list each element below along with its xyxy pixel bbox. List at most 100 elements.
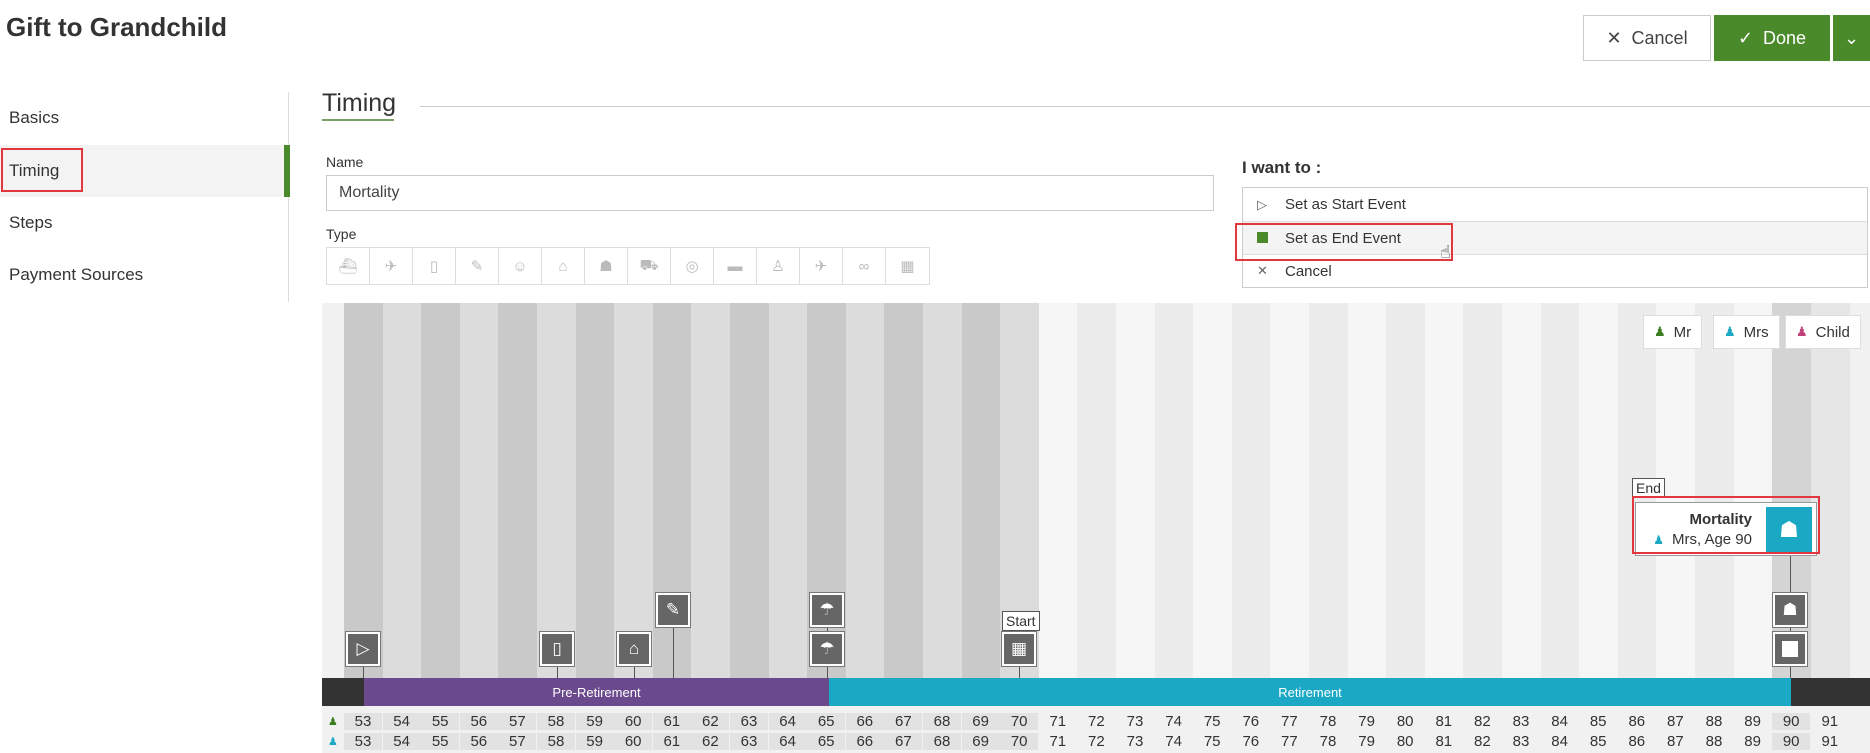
timeline-column: [1695, 303, 1735, 678]
age-label: 67: [884, 713, 923, 730]
timeline-column: [1309, 303, 1349, 678]
done-dropdown-button[interactable]: ⌄: [1832, 15, 1870, 61]
event-card-mortality[interactable]: Mortality ♟ Mrs, Age 90 ☗: [1635, 502, 1817, 556]
age-label: 84: [1551, 733, 1568, 750]
age-label: 55: [421, 733, 460, 750]
calendar-icon[interactable]: ▦: [900, 258, 915, 275]
age-label: 78: [1319, 733, 1337, 750]
timeline-column: [1038, 303, 1078, 678]
rings-icon[interactable]: ∞: [843, 248, 886, 284]
paint-roller-icon[interactable]: ▬: [714, 248, 757, 284]
phase-bar-retirement[interactable]: Retirement: [829, 678, 1791, 706]
car-icon[interactable]: ⛟: [628, 248, 671, 284]
timeline-column: [1077, 303, 1117, 678]
age-label: 66: [845, 733, 884, 750]
sidebar-item-label: Basics: [9, 108, 60, 127]
set-end-event-option[interactable]: Set as End Event: [1243, 221, 1867, 254]
umbrella-icon[interactable]: ☂: [809, 631, 845, 667]
sidebar-item-timing[interactable]: Timing: [0, 145, 290, 197]
family-icon[interactable]: ☗: [585, 248, 628, 284]
age-label: 69: [961, 733, 1000, 750]
rocket-icon[interactable]: ✈: [370, 248, 413, 284]
timeline-column: [382, 303, 422, 678]
section-rule: [420, 106, 1870, 107]
done-button[interactable]: ✓ Done: [1714, 15, 1830, 61]
sidebar-item-payment-sources[interactable]: Payment Sources: [0, 249, 290, 301]
timeline-column: [575, 303, 615, 678]
legend-label: Child: [1815, 323, 1850, 341]
close-icon: ✕: [1606, 27, 1622, 48]
stop-icon[interactable]: [1772, 631, 1808, 667]
timeline-column: [730, 303, 770, 678]
set-start-event-option[interactable]: ▷ Set as Start Event: [1243, 188, 1867, 221]
legend-mrs[interactable]: ♟ Mrs: [1713, 315, 1780, 349]
timeline-column: [845, 303, 885, 678]
book-icon[interactable]: ▯: [413, 248, 456, 284]
age-label: 78: [1319, 713, 1337, 730]
legend-mr[interactable]: ♟ Mr: [1643, 315, 1703, 349]
age-label: 77: [1281, 713, 1298, 730]
option-label: Cancel: [1285, 262, 1332, 280]
i-want-to-title: I want to :: [1242, 158, 1322, 177]
age-label: 74: [1165, 733, 1182, 750]
coins-icon[interactable]: ◎: [671, 248, 714, 284]
timeline-column: [923, 303, 963, 678]
age-label: 81: [1435, 713, 1453, 730]
age-label: 83: [1512, 713, 1530, 730]
age-label: 82: [1474, 733, 1491, 750]
timeline-column: [1424, 303, 1464, 678]
age-label: 76: [1242, 733, 1260, 750]
age-label: 62: [691, 713, 730, 730]
cancel-option[interactable]: ✕ Cancel: [1243, 254, 1867, 287]
cancel-button[interactable]: ✕ Cancel: [1583, 15, 1711, 61]
calendar-icon[interactable]: ▦: [1001, 631, 1037, 667]
age-label: 80: [1396, 733, 1414, 750]
cancel-button-label: Cancel: [1631, 27, 1688, 48]
age-label: 53: [344, 733, 382, 750]
age-label: 75: [1203, 713, 1221, 730]
tombstone-icon[interactable]: ☗: [1772, 592, 1808, 628]
baby-icon[interactable]: ☺: [499, 248, 542, 284]
legend-child[interactable]: ♟ Child: [1785, 315, 1861, 349]
phase-label: Retirement: [1278, 684, 1342, 700]
age-label: 60: [614, 733, 653, 750]
umbrella-icon[interactable]: ☂: [809, 592, 845, 628]
age-label: 65: [807, 713, 846, 730]
age-label: 65: [807, 733, 846, 750]
age-label: 80: [1396, 713, 1414, 730]
person-icon: ♟: [1796, 324, 1808, 339]
play-icon[interactable]: ▷: [345, 631, 381, 667]
sidebar-item-label: Timing: [9, 161, 60, 180]
age-label: 72: [1088, 733, 1105, 750]
plane-icon[interactable]: ✈: [800, 248, 843, 284]
timeline-column: [961, 303, 1001, 678]
diploma-icon[interactable]: ✎: [456, 248, 499, 284]
highlight-box-mortality-card: [1632, 496, 1820, 554]
age-label: 58: [537, 733, 575, 750]
person-icon[interactable]: ♙: [757, 248, 800, 284]
sidebar-item-steps[interactable]: Steps: [0, 197, 290, 249]
person-icon: ♟: [1654, 324, 1666, 339]
age-label: 68: [923, 733, 961, 750]
stop-icon: [1257, 231, 1277, 246]
age-label: 57: [498, 733, 537, 750]
phase-bar-pre-retirement[interactable]: Pre-Retirement: [364, 678, 829, 706]
name-input[interactable]: Mortality: [326, 175, 1214, 211]
ship-icon[interactable]: ⛴: [327, 248, 370, 284]
timeline-column: [1540, 303, 1580, 678]
highlight-box-end-event: [1235, 223, 1453, 261]
house-icon[interactable]: ⌂: [542, 248, 585, 284]
age-label: 68: [923, 713, 961, 730]
age-label: 53: [344, 713, 382, 730]
book-icon[interactable]: ▯: [539, 631, 575, 667]
diploma-icon[interactable]: ✎: [655, 592, 691, 628]
timeline-column: [768, 303, 808, 678]
timeline-column: [537, 303, 577, 678]
age-label: 72: [1088, 713, 1105, 730]
age-label: 81: [1435, 733, 1453, 750]
house-icon[interactable]: ⌂: [616, 631, 652, 667]
sidebar-item-basics[interactable]: Basics: [0, 92, 290, 144]
timeline-column: [691, 303, 731, 678]
type-selector: ⛴ ✈ ▯ ✎ ☺ ⌂ ☗ ⛟ ◎ ▬ ♙ ✈ ∞ ▦: [326, 247, 930, 285]
age-label: 88: [1705, 713, 1723, 730]
